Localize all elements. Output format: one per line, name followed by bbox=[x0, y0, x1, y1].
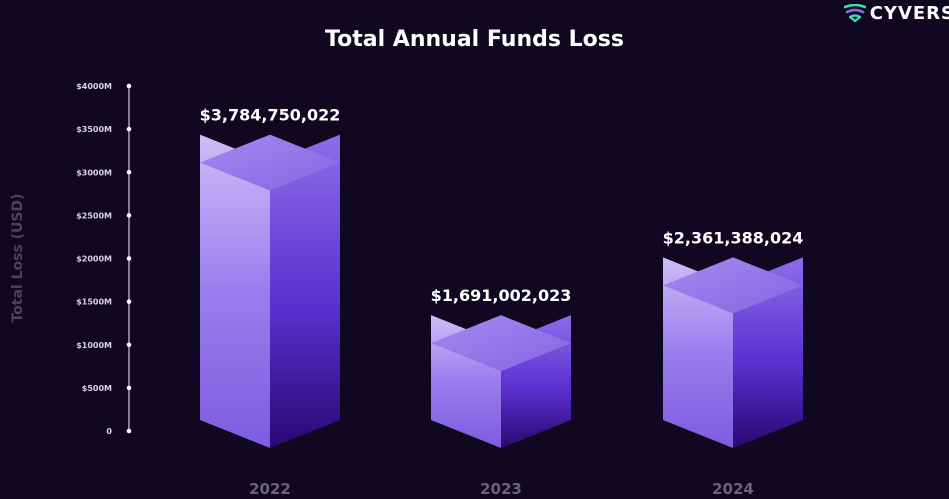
bar-value-label: $2,361,388,024 bbox=[663, 228, 804, 247]
y-tick-dot bbox=[126, 213, 132, 218]
y-tick-label: $500M bbox=[82, 384, 112, 393]
y-tick-label: $1000M bbox=[76, 341, 112, 350]
y-tick-label: 0 bbox=[106, 427, 112, 436]
bar-top-face bbox=[663, 257, 803, 314]
bar-2023: $1,691,002,023 2023 bbox=[431, 286, 572, 498]
y-tick-label: $2000M bbox=[76, 255, 112, 264]
bar-value-label: $3,784,750,022 bbox=[200, 106, 341, 125]
y-tick-label: $3000M bbox=[76, 168, 112, 177]
y-tick-dot bbox=[126, 126, 132, 132]
y-tick-dot bbox=[126, 428, 132, 434]
y-tick-dot bbox=[126, 342, 132, 348]
brand-name: CYVERS bbox=[869, 2, 949, 24]
brand-logo: CYVERS bbox=[843, 2, 949, 24]
y-tick-dot bbox=[126, 83, 132, 89]
y-tick-dot bbox=[126, 299, 132, 304]
bar-2022: $3,784,750,022 2022 bbox=[200, 106, 341, 498]
y-tick-dot bbox=[126, 256, 132, 261]
bar-2024: $2,361,388,024 2024 bbox=[663, 228, 804, 498]
chart-title: Total Annual Funds Loss bbox=[325, 27, 624, 52]
x-tick-label: 2022 bbox=[249, 480, 291, 498]
bar-top-face bbox=[200, 134, 340, 191]
y-axis: 0 $500M $1000M $1500M $2000M $2500M $3000M $350… bbox=[76, 82, 132, 436]
y-tick-label: $2500M bbox=[76, 211, 112, 220]
bar-side-face bbox=[270, 134, 340, 448]
y-tick-label: $4000M bbox=[76, 82, 112, 91]
y-tick-dot bbox=[126, 385, 132, 391]
y-tick-label: $1500M bbox=[76, 298, 112, 307]
x-tick-label: 2023 bbox=[480, 480, 522, 498]
bar-front-face bbox=[200, 134, 270, 448]
y-tick-dot bbox=[126, 169, 132, 175]
x-tick-label: 2024 bbox=[712, 480, 754, 498]
bars: $3,784,750,022 2022 $1,691,002,023 2023 $2,3… bbox=[200, 106, 804, 498]
cyvers-logo-icon bbox=[843, 4, 866, 22]
y-tick-label: $3500M bbox=[76, 125, 112, 134]
bar-top-face bbox=[431, 315, 571, 372]
bar-value-label: $1,691,002,023 bbox=[431, 286, 572, 305]
